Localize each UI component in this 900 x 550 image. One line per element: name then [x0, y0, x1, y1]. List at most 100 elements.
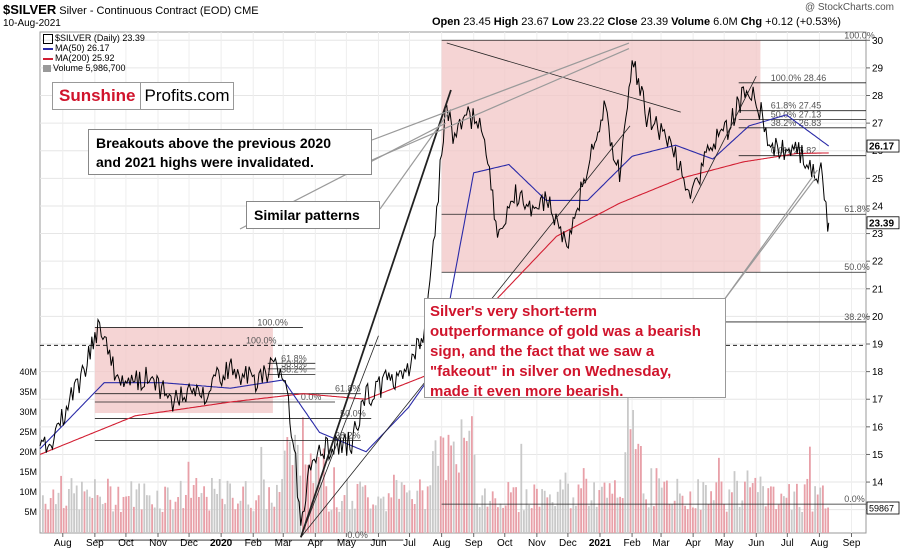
volume-bar — [226, 480, 229, 533]
volume-bar — [94, 479, 96, 533]
last-price-tag-box — [866, 216, 900, 230]
volume-bar — [161, 511, 164, 533]
volume-bar — [122, 496, 125, 533]
volume-bar — [179, 480, 182, 533]
volume-bar — [796, 483, 798, 533]
x-tick-label-7: Mar — [275, 538, 293, 549]
volume-bar — [632, 410, 634, 533]
sunshine-profits-logo: Sunshine Profits.com — [52, 82, 234, 110]
volume-bar — [138, 483, 140, 533]
volume-bar — [125, 496, 127, 533]
y-tick-label-8: 21 — [872, 284, 884, 295]
volume-bar — [390, 497, 393, 533]
volume-bar — [237, 503, 239, 533]
volume-bar — [471, 416, 473, 533]
volume-bar — [517, 512, 520, 533]
volume-bar — [580, 488, 582, 533]
y-tick-label-3: 16 — [872, 422, 884, 433]
y-tick-label-12: 25 — [872, 174, 884, 185]
volume-bar — [351, 500, 354, 533]
volume-bar — [265, 509, 268, 533]
volume-bar — [361, 486, 364, 533]
level-label-15: 100.0% 28.46 — [771, 73, 827, 83]
volume-bar — [507, 482, 510, 533]
volume-bar — [153, 507, 156, 533]
volume-bar — [169, 499, 172, 533]
volume-bar — [575, 505, 577, 533]
volume-bar — [429, 485, 432, 533]
exchange: CME — [234, 5, 259, 17]
volume-bar — [442, 437, 445, 533]
level-label-6: 0.0% — [301, 392, 322, 402]
volume-bar — [182, 508, 185, 533]
volume-bar — [499, 503, 502, 533]
y-tick-label-10: 23 — [872, 229, 884, 240]
volume-bar — [81, 481, 83, 533]
volume-bar — [536, 488, 538, 533]
volume-bar — [315, 459, 317, 533]
volume-bar — [114, 504, 117, 533]
volume-bar — [135, 489, 138, 533]
level-label-19: 0.0% 25.82 — [771, 146, 817, 156]
x-tick-label-2: Oct — [118, 538, 134, 549]
callout-main-line-4: "fakeout" in silver on Wednesday, — [430, 363, 672, 380]
volume-bar — [244, 481, 247, 533]
volume-bar — [421, 490, 424, 533]
volume-bar — [621, 498, 624, 533]
volume-bar — [203, 486, 205, 533]
legend-price-label: $SILVER (Daily) 23.39 — [55, 33, 145, 43]
open-label: Open — [432, 16, 461, 28]
x-tick-label-9: May — [337, 538, 356, 549]
volume-bar — [567, 483, 569, 533]
y-tick-label-5: 18 — [872, 367, 884, 378]
volume-bar — [208, 510, 211, 533]
shaded-box-1 — [441, 40, 761, 273]
last-volume-tag-box — [866, 501, 900, 515]
volume-value: 6.0M — [713, 16, 738, 28]
volume-bar — [627, 389, 629, 533]
volume-bar — [299, 475, 302, 533]
x-tick-label-23: Jul — [781, 538, 794, 549]
x-tick-label-10: Jun — [370, 538, 386, 549]
volume-bar — [751, 483, 754, 533]
high-label: High — [493, 16, 519, 28]
volume-bar — [554, 506, 556, 533]
level-label-5: 61.8% — [335, 384, 361, 394]
volume-bar — [679, 493, 681, 533]
volume-bar — [380, 498, 382, 533]
volume-bar — [562, 489, 564, 533]
volume-bar — [52, 489, 55, 533]
volume-bar — [458, 472, 460, 533]
volume-bar — [330, 510, 333, 533]
volume-bar — [148, 495, 151, 533]
volume-bar — [356, 483, 359, 533]
callout-breakouts-line-2: and 2021 highs were invalidated. — [96, 154, 314, 170]
x-tick-label-20: Apr — [685, 538, 701, 549]
volume-bar — [447, 434, 450, 533]
volume-bar — [369, 508, 372, 533]
volume-bar — [504, 505, 507, 533]
volume-bar — [645, 499, 647, 533]
y-tick-label-1: 14 — [872, 478, 884, 489]
volume-bar — [49, 498, 52, 533]
volume-bar — [218, 479, 221, 533]
x-tick-label-5: 2020 — [210, 538, 233, 549]
volume-bar — [585, 478, 588, 533]
volume-bar — [463, 437, 465, 533]
volume-bar — [309, 453, 312, 533]
volume-bar — [749, 487, 751, 533]
volume-bar — [260, 446, 263, 533]
x-tick-label-4: Dec — [180, 538, 198, 549]
volume-bar — [546, 497, 549, 533]
volume-bar — [718, 457, 720, 533]
volume-tick-label-2: 15M — [19, 467, 37, 477]
volume-bar — [816, 494, 819, 533]
y-tick-label-2: 15 — [872, 450, 884, 461]
volume-bar — [780, 493, 783, 533]
level-label-2: 61.8% — [281, 353, 307, 363]
volume-bar — [486, 506, 489, 533]
volume-bar — [88, 496, 91, 533]
callout-pointer-1 — [371, 48, 630, 161]
volume-bar — [192, 484, 195, 533]
volume-bar — [130, 481, 133, 533]
